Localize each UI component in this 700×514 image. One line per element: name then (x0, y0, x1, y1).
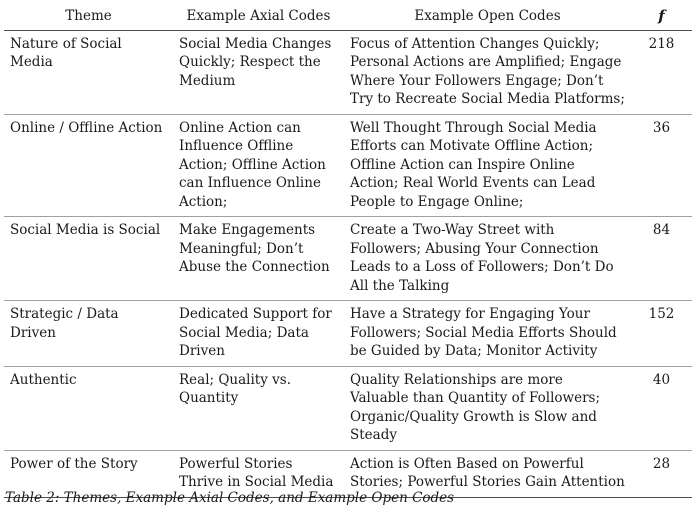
table-row: Social Media is Social Make Engagements … (4, 216, 692, 301)
cell-theme: Social Media is Social (4, 216, 173, 301)
cell-axial-codes: Powerful Stories Thrive in Social Media (173, 450, 344, 498)
themes-table: Theme Example Axial Codes Example Open C… (4, 5, 692, 498)
cell-axial-codes: Online Action can Influence Offline Acti… (173, 114, 344, 217)
cell-theme: Power of the Story (4, 450, 173, 498)
cell-theme: Online / Offline Action (4, 114, 173, 217)
cell-open-codes: Create a Two-Way Street with Followers; … (344, 216, 631, 301)
table-row: Authentic Real; Quality vs. Quantity Qua… (4, 366, 692, 451)
cell-open-codes: Well Thought Through Social Media Effort… (344, 114, 631, 217)
header-theme: Theme (4, 5, 173, 31)
header-row: Theme Example Axial Codes Example Open C… (4, 5, 692, 31)
header-open-codes: Example Open Codes (344, 5, 631, 31)
cell-axial-codes: Real; Quality vs. Quantity (173, 366, 344, 451)
header-axial-codes: Example Axial Codes (173, 5, 344, 31)
table-row: Strategic / Data Driven Dedicated Suppor… (4, 300, 692, 367)
table-row: Online / Offline Action Online Action ca… (4, 114, 692, 217)
cell-open-codes: Action is Often Based on Powerful Storie… (344, 450, 631, 498)
table-caption: Table 2: Themes, Example Axial Codes, an… (5, 490, 455, 506)
cell-frequency: 218 (631, 30, 692, 115)
cell-axial-codes: Make Engagements Meaningful; Don’t Abuse… (173, 216, 344, 301)
cell-frequency: 36 (631, 114, 692, 217)
table-row: Nature of Social Media Social Media Chan… (4, 30, 692, 115)
cell-axial-codes: Dedicated Support for Social Media; Data… (173, 300, 344, 367)
cell-open-codes: Focus of Attention Changes Quickly; Pers… (344, 30, 631, 115)
cell-frequency: 152 (631, 300, 692, 367)
cell-frequency: 84 (631, 216, 692, 301)
cell-open-codes: Have a Strategy for Engaging Your Follow… (344, 300, 631, 367)
cell-theme: Strategic / Data Driven (4, 300, 173, 367)
table-row: Power of the Story Powerful Stories Thri… (4, 450, 692, 498)
cell-frequency: 28 (631, 450, 692, 498)
header-frequency: f (631, 5, 692, 31)
cell-open-codes: Quality Relationships are more Valuable … (344, 366, 631, 451)
cell-frequency: 40 (631, 366, 692, 451)
cell-axial-codes: Social Media Changes Quickly; Respect th… (173, 30, 344, 115)
cell-theme: Authentic (4, 366, 173, 451)
cell-theme: Nature of Social Media (4, 30, 173, 115)
